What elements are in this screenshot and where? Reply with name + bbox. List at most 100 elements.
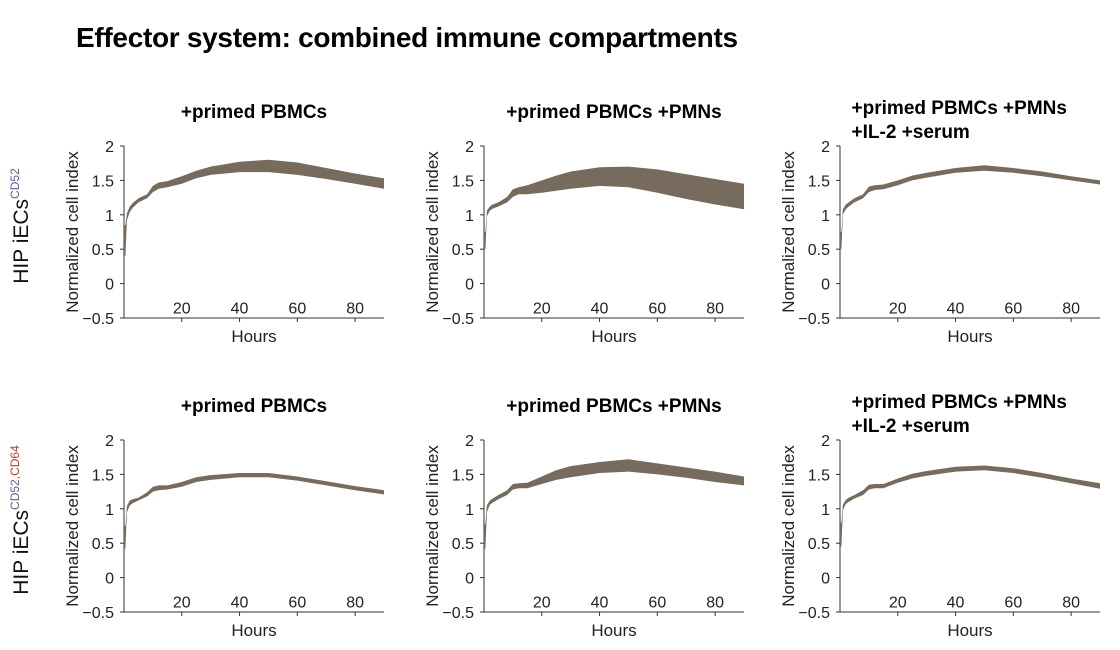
y-axis-label: Normalized cell index	[423, 445, 442, 607]
y-tick-label: 0	[465, 277, 474, 294]
cell-index-band	[484, 459, 744, 549]
x-axis-label: Hours	[591, 621, 636, 640]
x-tick-label: 20	[533, 301, 551, 318]
y-tick-label: −0.5	[798, 311, 830, 328]
cell-index-band	[484, 166, 744, 250]
y-tick-label: 0	[105, 277, 114, 294]
y-tick-label: 1.5	[808, 467, 830, 484]
x-tick-label: 80	[1062, 301, 1080, 318]
y-tick-label: −0.5	[442, 605, 474, 622]
x-tick-label: 60	[1004, 595, 1022, 612]
x-tick-label: 40	[591, 301, 609, 318]
panel-title-line-0: +primed PBMCs +PMNs	[506, 102, 721, 123]
x-tick-label: 40	[231, 595, 249, 612]
y-axis-label: Normalized cell index	[63, 445, 82, 607]
y-tick-label: 0	[465, 571, 474, 588]
cell-index-band	[124, 473, 384, 549]
panel-title-line-0: +primed PBMCs +PMNs	[852, 98, 1067, 119]
y-tick-label: 1.5	[452, 467, 474, 484]
row-label-main: HIP iECs	[10, 198, 33, 284]
chart-panel-r1-c1: +primed PBMCs +PMNs −0.5 0 0.5 1 1.5 2 20 40 60 80…	[423, 396, 744, 640]
figure-title: Effector system: combined immune compart…	[76, 22, 738, 53]
x-tick-label: 80	[706, 595, 724, 612]
y-tick-label: −0.5	[82, 605, 114, 622]
x-tick-label: 60	[288, 595, 306, 612]
y-tick-label: 1	[465, 502, 474, 519]
x-tick-label: 40	[231, 301, 249, 318]
x-tick-label: 20	[173, 595, 191, 612]
y-tick-label: 0.5	[452, 242, 474, 259]
y-tick-label: 0.5	[92, 242, 114, 259]
y-tick-label: 1	[465, 208, 474, 225]
x-tick-label: 20	[173, 301, 191, 318]
cell-index-band	[840, 465, 1100, 547]
y-tick-label: 2	[105, 433, 114, 450]
panel-title-line-1: +IL-2 +serum	[852, 416, 970, 437]
cell-index-band	[840, 165, 1100, 250]
x-tick-label: 80	[346, 595, 364, 612]
y-tick-label: 0.5	[92, 536, 114, 553]
chart-panel-r1-c2: +primed PBMCs +PMNs +IL-2 +serum −0.5 0 0.5 1…	[779, 392, 1100, 640]
x-tick-label: 80	[1062, 595, 1080, 612]
panel-title-line-1: +IL-2 +serum	[852, 122, 970, 143]
y-tick-label: 1	[105, 502, 114, 519]
x-tick-label: 20	[533, 595, 551, 612]
y-tick-label: 2	[465, 139, 474, 156]
y-tick-label: 2	[821, 433, 830, 450]
y-tick-label: 1.5	[92, 467, 114, 484]
chart-panel-r0-c1: +primed PBMCs +PMNs −0.5 0 0.5 1 1.5 2 20 40 60 80…	[423, 102, 744, 346]
x-axis-label: Hours	[947, 621, 992, 640]
x-tick-label: 40	[947, 301, 965, 318]
y-tick-label: 0.5	[808, 242, 830, 259]
x-tick-label: 80	[706, 301, 724, 318]
panel-title-line-0: +primed PBMCs +PMNs	[852, 392, 1067, 413]
x-tick-label: 40	[947, 595, 965, 612]
x-axis-label: Hours	[231, 327, 276, 346]
row-label-sup-separator: ,	[8, 475, 22, 480]
row-label-cd52: HIP iECsCD52	[8, 168, 34, 284]
row-label-sup-cd52: CD52	[8, 168, 22, 199]
x-axis-label: Hours	[591, 327, 636, 346]
x-tick-label: 60	[648, 595, 666, 612]
row-label-sup-cd52: CD52	[8, 479, 22, 510]
y-tick-label: 1	[821, 208, 830, 225]
cell-index-band	[124, 159, 384, 257]
y-tick-label: −0.5	[798, 605, 830, 622]
x-axis-label: Hours	[231, 621, 276, 640]
y-tick-label: 2	[105, 139, 114, 156]
x-tick-label: 40	[591, 595, 609, 612]
x-tick-label: 20	[889, 301, 907, 318]
y-tick-label: 0	[821, 571, 830, 588]
y-tick-label: 0.5	[452, 536, 474, 553]
y-tick-label: 0.5	[808, 536, 830, 553]
y-tick-label: 0	[821, 277, 830, 294]
chart-panel-r1-c0: +primed PBMCs −0.5 0 0.5 1 1.5 2 20 40 60 80 Hours N…	[63, 396, 384, 640]
panel-title-line-0: +primed PBMCs	[181, 396, 327, 417]
x-axis-label: Hours	[947, 327, 992, 346]
x-tick-label: 60	[288, 301, 306, 318]
y-tick-label: 1.5	[808, 173, 830, 190]
chart-panel-r0-c0: +primed PBMCs −0.5 0 0.5 1 1.5 2 20 40 60 80 Hours N…	[63, 102, 384, 346]
y-tick-label: 1	[105, 208, 114, 225]
panel-title-line-0: +primed PBMCs	[181, 102, 327, 123]
y-tick-label: 2	[465, 433, 474, 450]
y-tick-label: −0.5	[82, 311, 114, 328]
y-tick-label: 0	[105, 571, 114, 588]
row-label-main: HIP iECs	[10, 509, 33, 595]
y-axis-label: Normalized cell index	[63, 151, 82, 313]
x-tick-label: 80	[346, 301, 364, 318]
row-label-cd52-cd64: HIP iECsCD52,CD64	[8, 445, 34, 595]
x-tick-label: 60	[1004, 301, 1022, 318]
panel-title-line-0: +primed PBMCs +PMNs	[506, 396, 721, 417]
y-tick-label: 1.5	[452, 173, 474, 190]
y-tick-label: 2	[821, 139, 830, 156]
x-tick-label: 60	[648, 301, 666, 318]
chart-panel-r0-c2: +primed PBMCs +PMNs +IL-2 +serum −0.5 0 0.5 1…	[779, 98, 1100, 346]
y-tick-label: 1	[821, 502, 830, 519]
y-tick-label: 1.5	[92, 173, 114, 190]
y-axis-label: Normalized cell index	[779, 445, 798, 607]
y-axis-label: Normalized cell index	[779, 151, 798, 313]
y-tick-label: −0.5	[442, 311, 474, 328]
y-axis-label: Normalized cell index	[423, 151, 442, 313]
x-tick-label: 20	[889, 595, 907, 612]
